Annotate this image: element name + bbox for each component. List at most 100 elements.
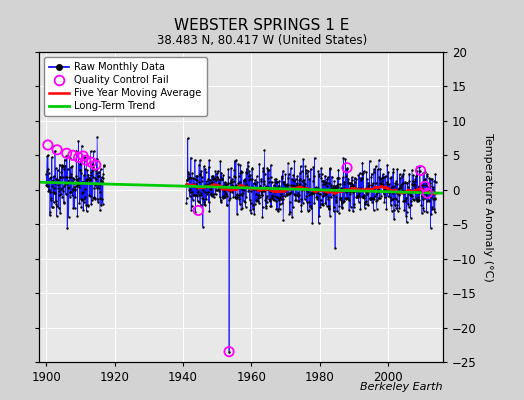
Point [336, 187, 344, 193]
Point [357, 174, 366, 181]
Point [231, 174, 239, 180]
Point [199, 196, 208, 202]
Point [348, 174, 356, 180]
Point [330, 204, 338, 210]
Point [287, 182, 296, 188]
Point [80, 154, 89, 160]
Point [407, 202, 416, 208]
Point [333, 208, 341, 215]
Point [423, 172, 431, 179]
Point [316, 204, 324, 210]
Point [188, 170, 196, 176]
Point [312, 193, 321, 200]
Point [339, 155, 347, 161]
Point [371, 184, 379, 190]
Point [244, 163, 253, 169]
Point [408, 196, 417, 203]
Point [62, 153, 71, 160]
Point [52, 200, 60, 207]
Point [278, 200, 287, 206]
Point [310, 155, 319, 161]
Point [358, 192, 367, 199]
Point [85, 176, 94, 183]
Point [224, 166, 233, 172]
Point [385, 185, 393, 192]
Point [47, 174, 55, 180]
Point [203, 181, 211, 188]
Point [216, 158, 224, 164]
Point [323, 193, 332, 200]
Point [419, 205, 428, 211]
Point [208, 173, 216, 180]
Point [423, 197, 432, 204]
Point [425, 183, 434, 189]
Point [311, 184, 320, 190]
Point [87, 159, 95, 166]
Point [236, 201, 244, 207]
Point [200, 201, 209, 208]
Point [282, 182, 290, 188]
Point [278, 179, 287, 186]
Point [250, 210, 258, 217]
Point [370, 196, 378, 202]
Point [332, 185, 341, 191]
Point [66, 189, 74, 195]
Point [275, 206, 283, 212]
Point [200, 189, 209, 195]
Point [419, 196, 427, 202]
Point [296, 175, 304, 182]
Point [82, 157, 90, 163]
Point [64, 214, 73, 220]
Point [340, 181, 348, 188]
Point [322, 191, 331, 197]
Point [254, 198, 263, 204]
Point [253, 179, 261, 185]
Point [201, 182, 209, 188]
Point [202, 178, 211, 184]
Point [94, 184, 103, 191]
Point [245, 168, 254, 174]
Point [274, 208, 282, 214]
Point [273, 178, 281, 185]
Point [381, 186, 390, 192]
Point [275, 182, 283, 189]
Point [384, 186, 392, 192]
Point [205, 157, 213, 164]
Point [195, 178, 203, 185]
Point [280, 181, 289, 188]
Point [255, 200, 263, 206]
Point [70, 184, 79, 190]
Point [407, 192, 415, 199]
Point [306, 202, 314, 209]
Point [45, 187, 53, 194]
Point [67, 174, 75, 181]
Point [431, 209, 439, 216]
Point [73, 181, 81, 188]
Point [196, 157, 204, 164]
Point [56, 174, 64, 180]
Point [199, 184, 207, 190]
Point [292, 185, 300, 192]
Point [221, 194, 230, 201]
Point [95, 195, 104, 202]
Point [247, 210, 255, 216]
Point [368, 182, 377, 189]
Point [196, 190, 205, 196]
Point [369, 207, 378, 213]
Point [351, 188, 359, 194]
Point [275, 197, 283, 203]
Point [269, 185, 277, 191]
Point [266, 202, 275, 209]
Point [325, 180, 333, 186]
Point [228, 176, 236, 182]
Point [188, 189, 196, 196]
Point [60, 166, 69, 172]
Point [76, 167, 84, 174]
Point [69, 205, 78, 212]
Point [47, 197, 55, 203]
Point [298, 178, 306, 184]
Point [324, 206, 333, 213]
Point [304, 192, 313, 198]
Point [236, 190, 245, 197]
Point [220, 188, 228, 194]
